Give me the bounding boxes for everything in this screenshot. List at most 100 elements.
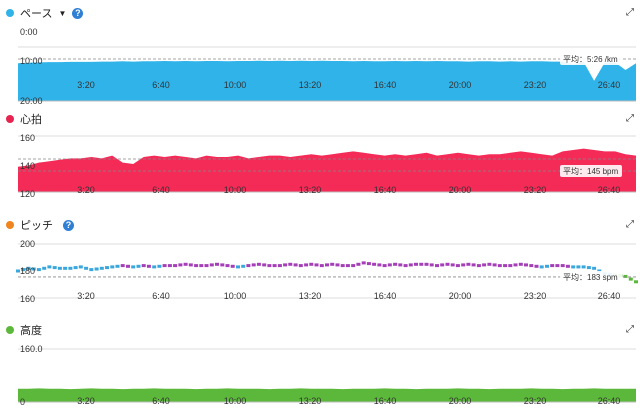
- cadence-point-mid-43: [471, 263, 476, 267]
- pace-area: [18, 60, 636, 101]
- cadence-y-tick-2: 160: [20, 294, 35, 304]
- pace-x-tick-5: 20:00: [449, 80, 472, 90]
- cadence-point-42: [455, 264, 460, 268]
- cadence-x-tick-4: 16:40: [374, 291, 397, 301]
- cadence-title-row: ピッチ ?: [6, 217, 74, 233]
- pace-x-tick-6: 23:20: [524, 80, 547, 90]
- hr-y-tick-1: 140: [20, 161, 35, 171]
- cadence-point-mid-41: [450, 263, 455, 267]
- cadence-point-mid-47: [513, 263, 518, 267]
- cadence-point-30: [330, 262, 335, 266]
- cadence-point-15: [173, 264, 178, 268]
- cadence-point-3: [47, 265, 52, 269]
- hr-average-bg: [560, 165, 622, 177]
- cadence-point-mid-49: [534, 264, 539, 268]
- cadence-point-mid-15: [178, 263, 183, 267]
- hr-title: 心拍: [20, 114, 42, 126]
- elevation-x-tick-5: 20:00: [449, 396, 472, 406]
- cadence-point-25: [277, 264, 282, 268]
- cadence-point-38: [414, 262, 418, 266]
- pace-y-tick-0: 0:00: [20, 27, 38, 37]
- help-icon[interactable]: ?: [63, 219, 74, 231]
- cadence-point-9: [110, 265, 115, 269]
- cadence-point-58: [623, 274, 628, 278]
- cadence-point-13: [152, 265, 157, 269]
- pace-average-label: 平均：5:26 /km: [563, 54, 618, 64]
- pace-x-tick-0: 3:20: [77, 80, 95, 90]
- hr-x-tick-0: 3:20: [77, 185, 95, 195]
- elevation-legend-dot: [6, 326, 14, 334]
- hr-y-tick-0: 160: [20, 133, 35, 143]
- cadence-point-mid-5: [73, 266, 78, 270]
- pace-x-tick-7: 26:40: [598, 80, 621, 90]
- elevation-y-tick-0: 160.0: [20, 344, 43, 354]
- cadence-point-6: [78, 265, 83, 269]
- cadence-point-4: [57, 266, 62, 270]
- cadence-point-1: [26, 266, 31, 270]
- cadence-point-mid-32: [356, 262, 361, 266]
- cadence-point-23: [256, 262, 261, 266]
- cadence-point-mid-13: [157, 264, 162, 268]
- expand-icon[interactable]: ⤢: [626, 324, 634, 335]
- cadence-point-14: [162, 264, 167, 268]
- cadence-point-50: [539, 265, 544, 269]
- pace-average-bg: [560, 53, 622, 65]
- cadence-point-33: [361, 261, 366, 265]
- cadence-point-mid-18: [209, 263, 214, 267]
- cadence-point-12: [141, 264, 146, 268]
- cadence-point-53: [571, 265, 576, 269]
- cadence-point-59: [634, 280, 638, 284]
- hr-x-tick-1: 6:40: [152, 185, 170, 195]
- cadence-point-mid-23: [262, 263, 267, 267]
- cadence-y-tick-0: 200: [20, 239, 35, 249]
- cadence-point-mid-37: [408, 263, 413, 267]
- pace-x-tick-4: 16:40: [374, 80, 397, 90]
- cadence-point-21: [236, 265, 240, 269]
- elevation-x-tick-6: 23:20: [524, 396, 547, 406]
- hr-x-tick-3: 13:20: [299, 185, 322, 195]
- cadence-point-mid-11: [136, 264, 141, 268]
- cadence-title: ピッチ: [20, 220, 53, 232]
- cadence-point-40: [435, 264, 439, 268]
- cadence-point-mid-21: [241, 264, 246, 268]
- cadence-point-mid-28: [314, 263, 319, 267]
- cadence-point-mid-34: [377, 263, 382, 267]
- cadence-point-mid-52: [565, 264, 570, 268]
- cadence-point-mid-1: [31, 267, 36, 271]
- cadence-point-mid-46: [503, 264, 508, 268]
- elevation-x-tick-4: 16:40: [374, 396, 397, 406]
- cadence-point-mid-10: [126, 264, 130, 268]
- cadence-point-32: [351, 264, 356, 268]
- expand-icon[interactable]: ⤢: [626, 7, 634, 18]
- chevron-down-icon[interactable]: ▼: [58, 8, 67, 18]
- cadence-point-mid-36: [398, 263, 403, 267]
- cadence-point-22: [246, 264, 251, 268]
- cadence-x-tick-5: 20:00: [449, 291, 472, 301]
- cadence-x-tick-1: 6:40: [152, 291, 170, 301]
- cadence-point-31: [340, 264, 345, 268]
- cadence-point-43: [466, 262, 471, 266]
- cadence-x-tick-7: 26:40: [598, 291, 621, 301]
- cadence-point-mid-58: [628, 277, 633, 281]
- expand-icon[interactable]: ⤢: [626, 113, 634, 124]
- hr-x-tick-2: 10:00: [224, 185, 247, 195]
- cadence-point-mid-38: [419, 262, 424, 266]
- elevation-x-tick-3: 13:20: [299, 396, 322, 406]
- cadence-point-48: [518, 262, 523, 266]
- cadence-point-mid-24: [272, 264, 277, 268]
- pace-legend-dot: [6, 9, 14, 17]
- cadence-point-mid-51: [555, 264, 560, 268]
- cadence-point-mid-4: [63, 266, 68, 270]
- cadence-point-mid-19: [220, 263, 225, 267]
- help-icon[interactable]: ?: [72, 7, 84, 19]
- cadence-point-52: [560, 264, 565, 268]
- cadence-point-20: [225, 264, 230, 268]
- cadence-legend-dot: [6, 221, 14, 229]
- expand-icon[interactable]: ⤢: [626, 219, 634, 230]
- cadence-point-mid-30: [335, 263, 340, 267]
- cadence-point-mid-6: [84, 266, 89, 270]
- cadence-average-label: 平均：183 spm: [563, 272, 618, 282]
- cadence-average-bg: [560, 270, 622, 283]
- cadence-point-11: [131, 265, 136, 269]
- cadence-point-7: [89, 268, 94, 272]
